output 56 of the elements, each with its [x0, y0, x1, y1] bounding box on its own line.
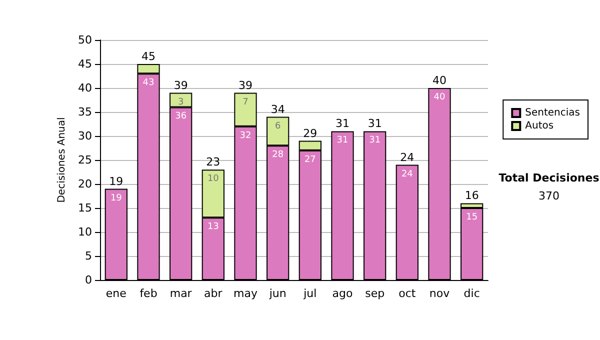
total-label: 29 [303, 126, 318, 140]
x-tick-label: jun [268, 287, 286, 300]
y-tick-label: 20 [78, 178, 92, 190]
data-label: 32 [240, 130, 252, 141]
x-tick-label: nov [429, 287, 450, 300]
data-label: 31 [369, 136, 381, 146]
x-tick-label: jul [302, 287, 317, 300]
data-label: 6 [274, 121, 281, 132]
legend-label: Autos [525, 120, 554, 132]
y-tick-label: 25 [78, 154, 92, 166]
x-tick-label: mar [170, 287, 192, 300]
y-tick-label: 10 [78, 226, 92, 238]
x-tick-label: abr [204, 287, 223, 300]
data-label: 43 [142, 78, 154, 88]
data-label: 3 [178, 97, 184, 108]
data-label: 24 [401, 169, 414, 180]
y-tick-label: 50 [78, 34, 92, 46]
y-tick-label: 15 [78, 202, 92, 214]
x-tick-label: may [234, 287, 258, 300]
y-tick-label: 5 [85, 250, 92, 262]
data-label: 40 [434, 92, 446, 102]
data-label: 19 [110, 193, 122, 204]
total-label: 40 [432, 74, 446, 87]
y-tick-label: 30 [78, 130, 92, 142]
data-label: 13 [207, 222, 219, 232]
y-tick-label: 40 [78, 82, 92, 94]
total-label: 24 [400, 150, 414, 164]
data-label: 28 [272, 150, 284, 160]
x-tick-label: feb [140, 287, 158, 300]
total-label: 31 [336, 117, 350, 130]
y-tick-label: 35 [78, 106, 92, 118]
data-label: 31 [336, 136, 348, 146]
data-label: 36 [175, 112, 187, 122]
total-label: 39 [174, 78, 188, 92]
total-label: 19 [109, 174, 124, 188]
x-tick-label: ene [106, 287, 127, 300]
total-label: 23 [206, 156, 220, 169]
text: 370 [538, 190, 560, 202]
x-tick-label: dic [464, 287, 480, 300]
legend-label: Sentencias [525, 108, 580, 118]
data-label: 15 [466, 212, 478, 222]
total-label: 39 [238, 78, 252, 92]
data-label: 10 [207, 174, 220, 184]
total-label: 31 [368, 117, 382, 130]
y-tick-label: 0 [85, 274, 92, 286]
total-label: 34 [270, 102, 285, 116]
total-label: 45 [142, 50, 156, 63]
data-label: 27 [304, 154, 316, 165]
data-label: 7 [242, 97, 248, 108]
text: Total Decisiones [498, 172, 600, 184]
x-tick-label: ago [332, 287, 353, 300]
total-label: 16 [464, 189, 479, 202]
y-axis-title: Decisiones Anual [56, 117, 68, 203]
x-tick-label: sep [365, 287, 385, 300]
y-tick-label: 45 [78, 58, 92, 70]
x-tick-label: oct [398, 287, 416, 300]
